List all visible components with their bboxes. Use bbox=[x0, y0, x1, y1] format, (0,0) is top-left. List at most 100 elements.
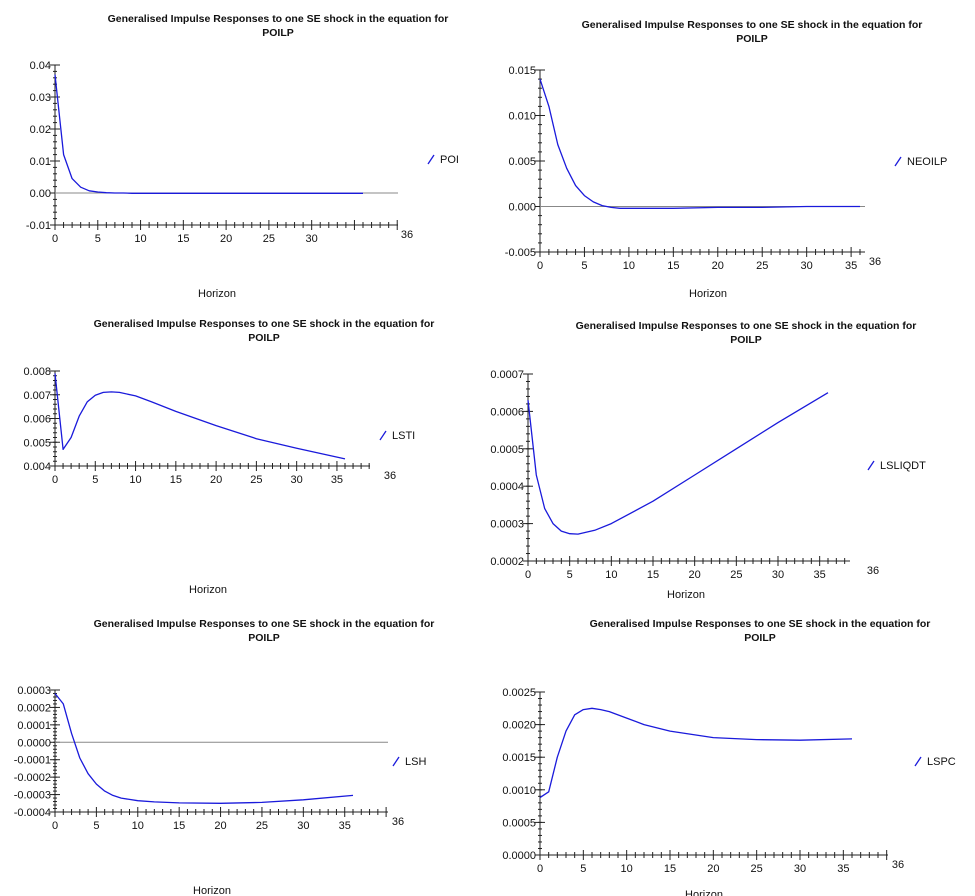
x-tick-label: 25 bbox=[756, 260, 768, 272]
x-axis-end-label: 36 bbox=[384, 470, 396, 482]
y-tick-label: -0.0002 bbox=[14, 772, 51, 784]
x-tick-label: 5 bbox=[95, 233, 101, 245]
chart-title: POILP bbox=[744, 632, 776, 644]
y-tick-label: 0.04 bbox=[30, 60, 51, 72]
y-tick-label: 0.02 bbox=[30, 124, 51, 136]
x-tick-label: 5 bbox=[581, 260, 587, 272]
x-tick-label: 15 bbox=[667, 260, 679, 272]
chart-title: POILP bbox=[262, 27, 294, 39]
x-axis-end-label: 36 bbox=[392, 816, 404, 828]
y-tick-label: 0.0006 bbox=[490, 406, 524, 418]
x-tick-label: 0 bbox=[537, 863, 543, 875]
chart-title: POILP bbox=[248, 632, 280, 644]
x-tick-label: 10 bbox=[134, 233, 146, 245]
x-tick-label: 30 bbox=[801, 260, 813, 272]
x-tick-label: 0 bbox=[525, 569, 531, 581]
legend-label: POI bbox=[440, 154, 459, 166]
y-tick-label: 0.010 bbox=[508, 111, 536, 123]
x-tick-label: 0 bbox=[52, 820, 58, 832]
legend-swatch bbox=[867, 460, 875, 471]
y-tick-label: 0.000 bbox=[508, 202, 536, 214]
chart-panel: Generalised Impulse Responses to one SE … bbox=[26, 13, 459, 300]
y-tick-label: 0.006 bbox=[23, 414, 51, 426]
legend-swatch bbox=[894, 156, 902, 167]
x-axis-end-label: 36 bbox=[867, 565, 879, 577]
x-tick-label: 20 bbox=[707, 863, 719, 875]
x-tick-label: 35 bbox=[814, 569, 826, 581]
chart-panel: Generalised Impulse Responses to one SE … bbox=[502, 618, 955, 896]
y-tick-label: 0.0005 bbox=[490, 444, 524, 456]
x-tick-label: 25 bbox=[263, 233, 275, 245]
x-tick-label: 20 bbox=[220, 233, 232, 245]
y-tick-label: 0.0005 bbox=[502, 817, 536, 829]
x-axis-label: Horizon bbox=[685, 889, 723, 896]
y-tick-label: 0.03 bbox=[30, 92, 51, 104]
y-tick-label: 0.0000 bbox=[17, 737, 51, 749]
x-tick-label: 15 bbox=[170, 474, 182, 486]
chart-title: POILP bbox=[730, 334, 762, 346]
y-tick-label: 0.008 bbox=[23, 366, 51, 378]
x-tick-label: 30 bbox=[306, 233, 318, 245]
y-tick-label: 0.0001 bbox=[17, 720, 51, 732]
chart-title: Generalised Impulse Responses to one SE … bbox=[108, 13, 449, 25]
x-tick-label: 5 bbox=[92, 474, 98, 486]
x-tick-label: 0 bbox=[52, 474, 58, 486]
x-tick-label: 15 bbox=[647, 569, 659, 581]
y-tick-label: 0.0015 bbox=[502, 752, 536, 764]
chart-title: Generalised Impulse Responses to one SE … bbox=[590, 618, 931, 630]
x-axis-end-label: 36 bbox=[892, 859, 904, 871]
legend-swatch bbox=[427, 154, 435, 165]
x-tick-label: 10 bbox=[605, 569, 617, 581]
y-tick-label: -0.0003 bbox=[14, 790, 51, 802]
x-tick-label: 35 bbox=[339, 820, 351, 832]
y-tick-label: 0.0025 bbox=[502, 687, 536, 699]
y-tick-label: -0.01 bbox=[26, 220, 51, 232]
chart-panel: Generalised Impulse Responses to one SE … bbox=[23, 318, 434, 596]
x-tick-label: 15 bbox=[173, 820, 185, 832]
x-tick-label: 35 bbox=[837, 863, 849, 875]
x-tick-label: 20 bbox=[689, 569, 701, 581]
chart-title: POILP bbox=[248, 332, 280, 344]
chart-panel: Generalised Impulse Responses to one SE … bbox=[14, 618, 435, 896]
legend-label: LSPC bbox=[927, 756, 956, 768]
x-tick-label: 15 bbox=[664, 863, 676, 875]
x-tick-label: 10 bbox=[621, 863, 633, 875]
x-axis-end-label: 36 bbox=[401, 229, 413, 241]
x-tick-label: 5 bbox=[580, 863, 586, 875]
x-tick-label: 15 bbox=[177, 233, 189, 245]
x-tick-label: 25 bbox=[250, 474, 262, 486]
y-tick-label: 0.005 bbox=[508, 156, 536, 168]
y-tick-label: 0.0003 bbox=[490, 519, 524, 531]
y-tick-label: 0.0007 bbox=[490, 369, 524, 381]
x-tick-label: 35 bbox=[331, 474, 343, 486]
y-tick-label: 0.004 bbox=[23, 461, 51, 473]
y-tick-label: 0.0000 bbox=[502, 850, 536, 862]
y-tick-label: -0.0001 bbox=[14, 755, 51, 767]
y-tick-label: 0.0002 bbox=[17, 702, 51, 714]
y-tick-label: 0.0004 bbox=[490, 481, 524, 493]
y-tick-label: 0.007 bbox=[23, 390, 51, 402]
x-tick-label: 20 bbox=[214, 820, 226, 832]
y-tick-label: 0.0010 bbox=[502, 785, 536, 797]
series-line bbox=[54, 74, 363, 194]
series-line bbox=[54, 693, 354, 804]
series-line bbox=[539, 707, 853, 799]
legend-label: LSLIQDT bbox=[880, 460, 926, 472]
x-tick-label: 0 bbox=[52, 233, 58, 245]
x-tick-label: 25 bbox=[751, 863, 763, 875]
x-tick-label: 0 bbox=[537, 260, 543, 272]
x-axis-label: Horizon bbox=[189, 584, 227, 596]
y-tick-label: -0.005 bbox=[505, 247, 536, 259]
y-tick-label: 0.015 bbox=[508, 65, 536, 77]
x-tick-label: 10 bbox=[132, 820, 144, 832]
chart-panel: Generalised Impulse Responses to one SE … bbox=[505, 19, 948, 300]
y-tick-label: 0.01 bbox=[30, 156, 51, 168]
legend-swatch bbox=[914, 756, 922, 767]
y-tick-label: 0.00 bbox=[30, 188, 51, 200]
y-tick-label: 0.0020 bbox=[502, 720, 536, 732]
series-line bbox=[54, 373, 346, 460]
y-tick-label: 0.0002 bbox=[490, 556, 524, 568]
series-line bbox=[527, 392, 829, 535]
x-axis-label: Horizon bbox=[667, 589, 705, 601]
